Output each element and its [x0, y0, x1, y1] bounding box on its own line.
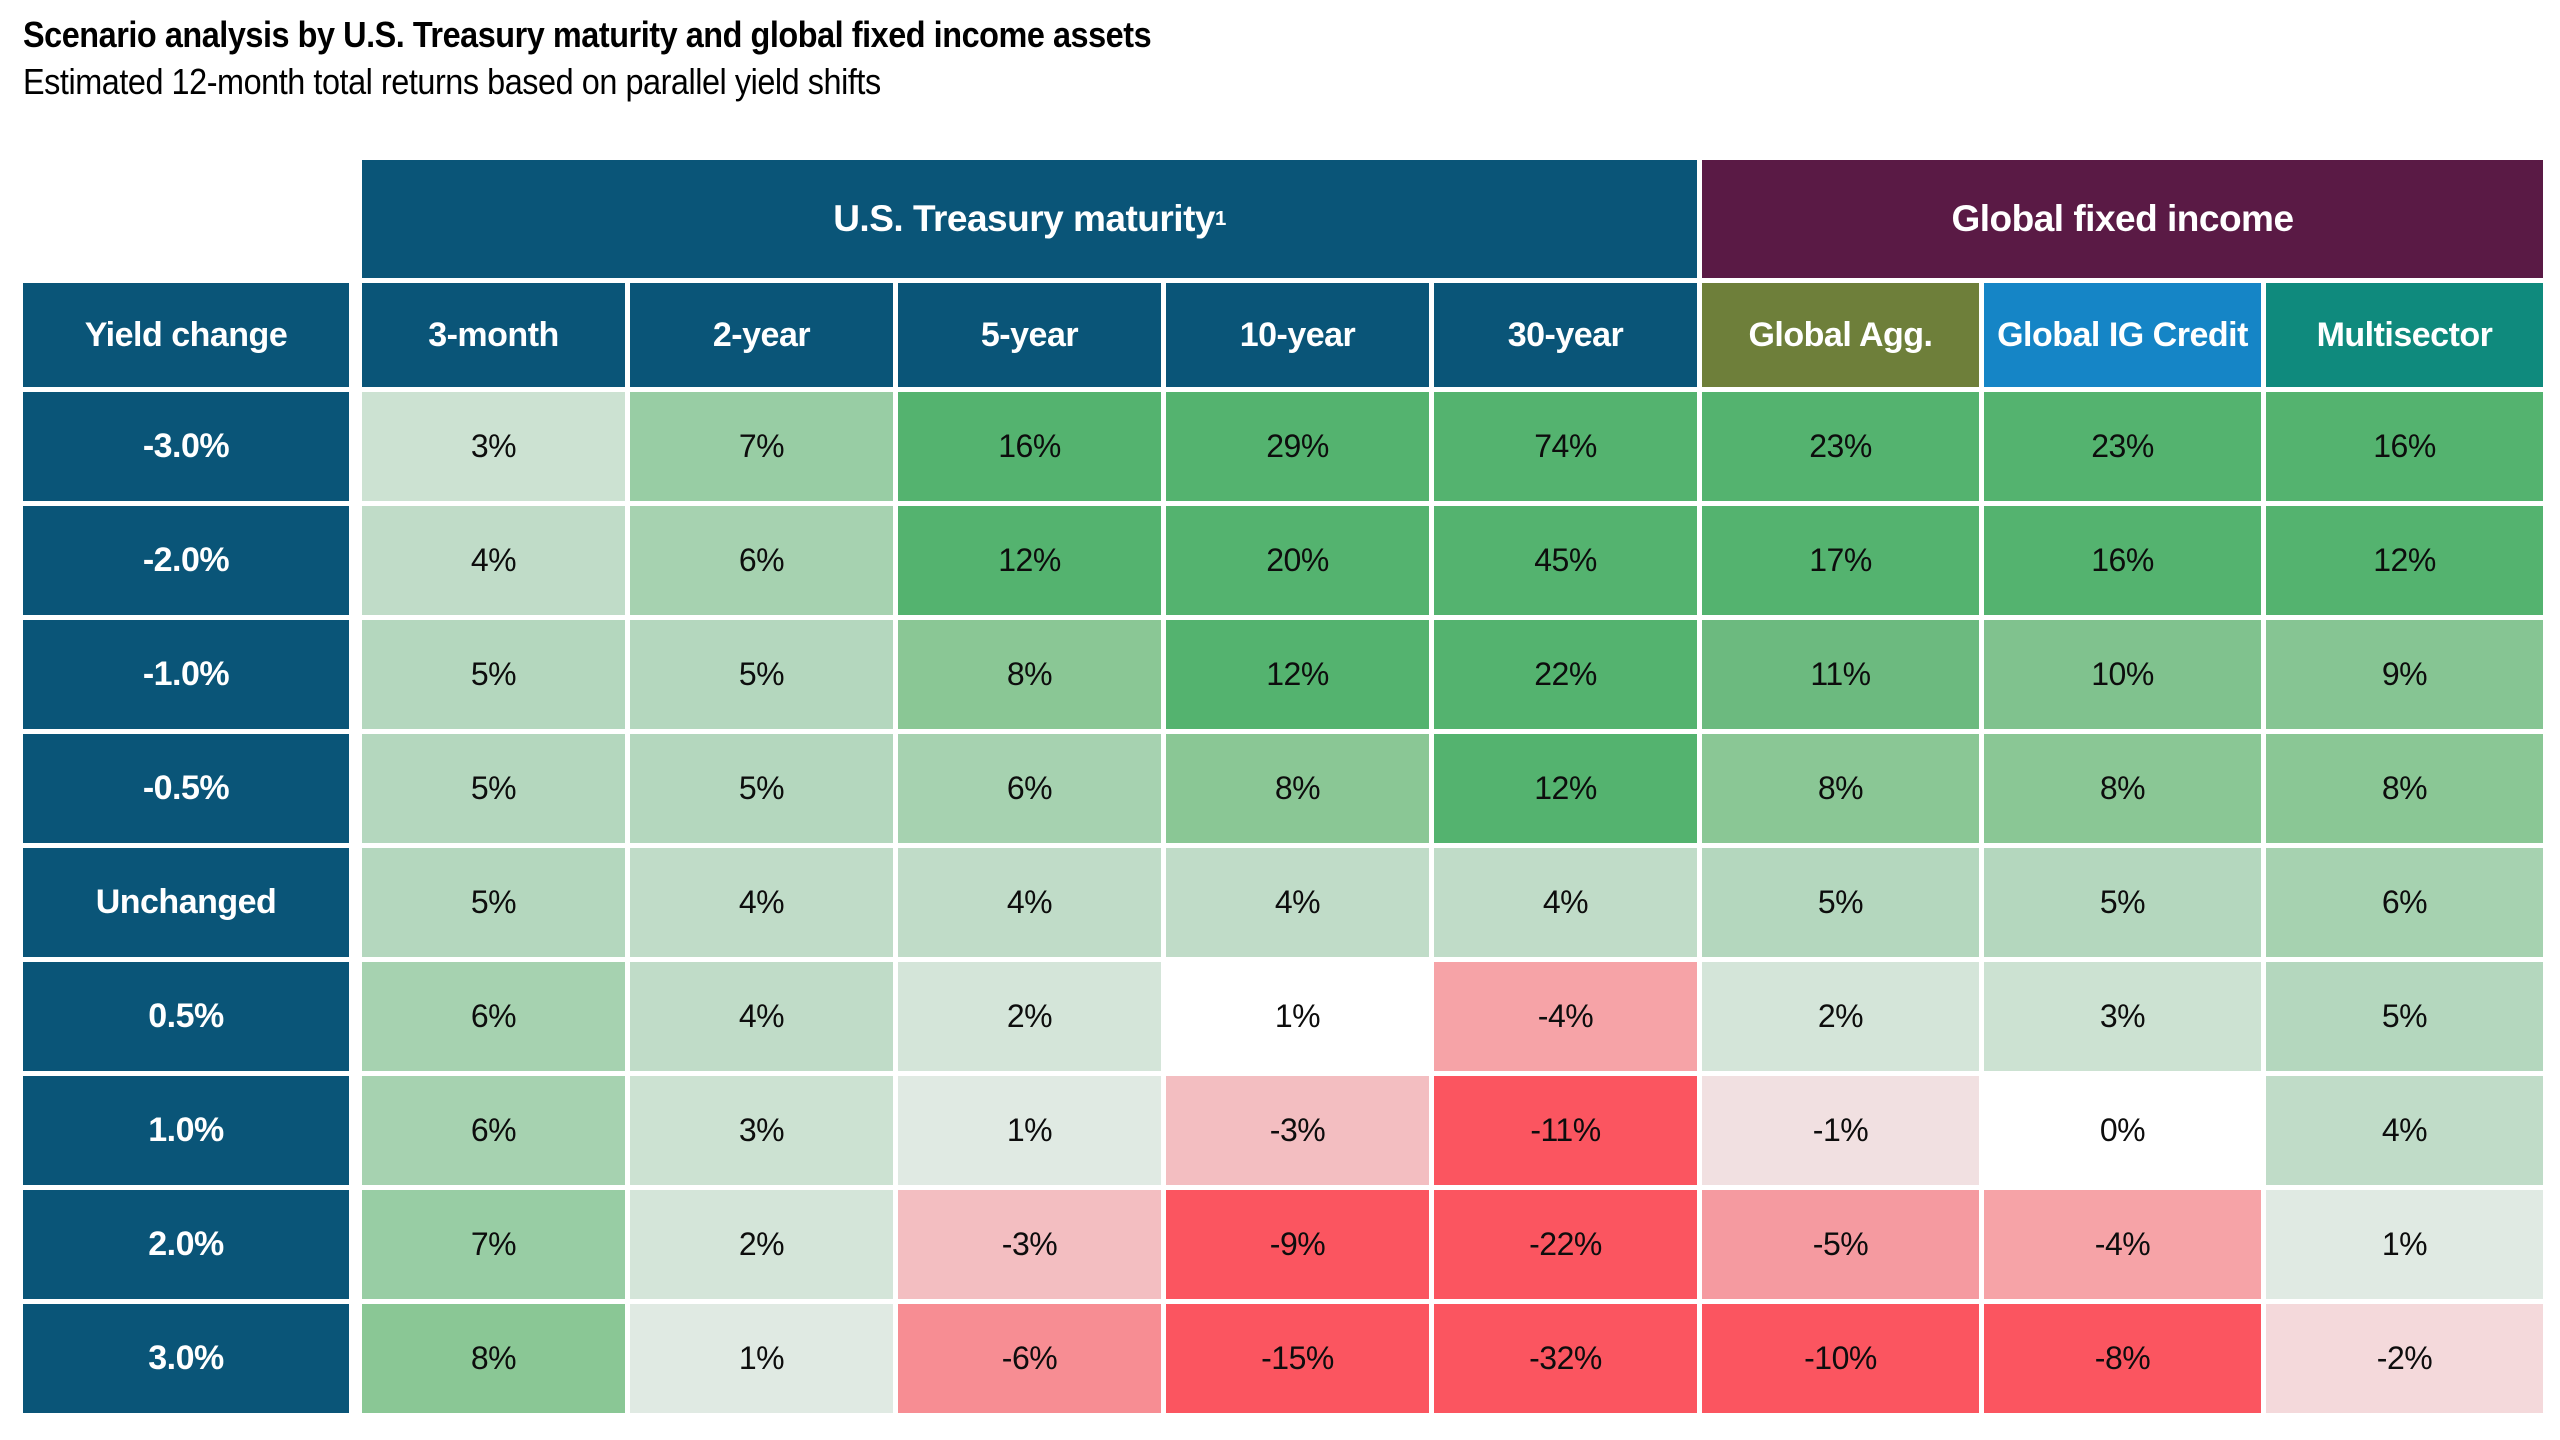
- value-cell-0-5-multisector: 8%: [2266, 734, 2543, 843]
- value-cell-2-0-30-year: 45%: [1434, 506, 1697, 615]
- value-cell-2-0-multisector: 1%: [2266, 1190, 2543, 1299]
- value-cell-unchanged-5-year: 4%: [898, 848, 1161, 957]
- value-cell-3-0-global-agg: -10%: [1702, 1304, 1979, 1413]
- value-cell-unchanged-multisector: 6%: [2266, 848, 2543, 957]
- row-label-2-0: -2.0%: [23, 506, 349, 615]
- column-header-multisector: Multisector: [2266, 283, 2543, 387]
- value-cell-1-0-10-year: 12%: [1166, 620, 1429, 729]
- value-cell-3-0-multisector: 16%: [2266, 392, 2543, 501]
- value-cell-2-0-3-month: 7%: [362, 1190, 625, 1299]
- value-cell-1-0-multisector: 4%: [2266, 1076, 2543, 1185]
- group-header-global-fixed-income: Global fixed income: [1702, 160, 2543, 278]
- row-label-3-0: 3.0%: [23, 1304, 349, 1413]
- value-cell-2-0-2-year: 2%: [630, 1190, 893, 1299]
- value-cell-unchanged-3-month: 5%: [362, 848, 625, 957]
- column-header-10-year: 10-year: [1166, 283, 1429, 387]
- row-label-1-0: -1.0%: [23, 620, 349, 729]
- page-subtitle: Estimated 12-month total returns based o…: [23, 61, 881, 102]
- value-cell-3-0-10-year: 29%: [1166, 392, 1429, 501]
- column-header-3-month: 3-month: [362, 283, 625, 387]
- value-cell-3-0-3-month: 3%: [362, 392, 625, 501]
- value-cell-3-0-2-year: 1%: [630, 1304, 893, 1413]
- value-cell-3-0-global-agg: 23%: [1702, 392, 1979, 501]
- value-cell-0-5-global-ig-credit: 3%: [1984, 962, 2261, 1071]
- value-cell-3-0-10-year: -15%: [1166, 1304, 1429, 1413]
- value-cell-0-5-2-year: 4%: [630, 962, 893, 1071]
- column-header-global-ig-credit: Global IG Credit: [1984, 283, 2261, 387]
- value-cell-0-5-3-month: 5%: [362, 734, 625, 843]
- value-cell-3-0-global-ig-credit: -8%: [1984, 1304, 2261, 1413]
- row-label-0-5: -0.5%: [23, 734, 349, 843]
- value-cell-1-0-2-year: 5%: [630, 620, 893, 729]
- value-cell-1-0-3-month: 6%: [362, 1076, 625, 1185]
- value-cell-0-5-3-month: 6%: [362, 962, 625, 1071]
- value-cell-0-5-10-year: 8%: [1166, 734, 1429, 843]
- scenario-table: U.S. Treasury maturity 1 Global fixed inco…: [23, 160, 2543, 1413]
- row-label-3-0: -3.0%: [23, 392, 349, 501]
- value-cell-3-0-2-year: 7%: [630, 392, 893, 501]
- group-header-u-s-treasury-maturity: U.S. Treasury maturity 1: [362, 160, 1697, 278]
- corner-header-yield-change: Yield change: [23, 283, 349, 387]
- row-label-1-0: 1.0%: [23, 1076, 349, 1185]
- value-cell-2-0-5-year: 12%: [898, 506, 1161, 615]
- row-label-unchanged: Unchanged: [23, 848, 349, 957]
- value-cell-0-5-30-year: -4%: [1434, 962, 1697, 1071]
- value-cell-1-0-2-year: 3%: [630, 1076, 893, 1185]
- value-cell-unchanged-30-year: 4%: [1434, 848, 1697, 957]
- value-cell-0-5-2-year: 5%: [630, 734, 893, 843]
- column-header-30-year: 30-year: [1434, 283, 1697, 387]
- value-cell-0-5-5-year: 2%: [898, 962, 1161, 1071]
- value-cell-unchanged-10-year: 4%: [1166, 848, 1429, 957]
- value-cell-1-0-10-year: -3%: [1166, 1076, 1429, 1185]
- value-cell-2-0-5-year: -3%: [898, 1190, 1161, 1299]
- value-cell-2-0-3-month: 4%: [362, 506, 625, 615]
- value-cell-3-0-30-year: 74%: [1434, 392, 1697, 501]
- value-cell-2-0-global-agg: 17%: [1702, 506, 1979, 615]
- value-cell-2-0-global-ig-credit: -4%: [1984, 1190, 2261, 1299]
- column-header-global-agg: Global Agg.: [1702, 283, 1979, 387]
- value-cell-3-0-global-ig-credit: 23%: [1984, 392, 2261, 501]
- row-label-2-0: 2.0%: [23, 1190, 349, 1299]
- value-cell-0-5-global-agg: 2%: [1702, 962, 1979, 1071]
- value-cell-2-0-30-year: -22%: [1434, 1190, 1697, 1299]
- page-title: Scenario analysis by U.S. Treasury matur…: [23, 14, 1152, 55]
- row-label-0-5: 0.5%: [23, 962, 349, 1071]
- value-cell-3-0-multisector: -2%: [2266, 1304, 2543, 1413]
- value-cell-0-5-30-year: 12%: [1434, 734, 1697, 843]
- value-cell-1-0-5-year: 8%: [898, 620, 1161, 729]
- value-cell-2-0-multisector: 12%: [2266, 506, 2543, 615]
- value-cell-3-0-3-month: 8%: [362, 1304, 625, 1413]
- column-header-2-year: 2-year: [630, 283, 893, 387]
- value-cell-3-0-30-year: -32%: [1434, 1304, 1697, 1413]
- column-header-5-year: 5-year: [898, 283, 1161, 387]
- value-cell-unchanged-global-agg: 5%: [1702, 848, 1979, 957]
- value-cell-1-0-30-year: -11%: [1434, 1076, 1697, 1185]
- value-cell-unchanged-global-ig-credit: 5%: [1984, 848, 2261, 957]
- value-cell-2-0-global-agg: -5%: [1702, 1190, 1979, 1299]
- value-cell-2-0-global-ig-credit: 16%: [1984, 506, 2261, 615]
- value-cell-0-5-multisector: 5%: [2266, 962, 2543, 1071]
- corner-spacer: [23, 160, 357, 278]
- value-cell-1-0-global-ig-credit: 10%: [1984, 620, 2261, 729]
- value-cell-1-0-5-year: 1%: [898, 1076, 1161, 1185]
- value-cell-0-5-10-year: 1%: [1166, 962, 1429, 1071]
- value-cell-3-0-5-year: -6%: [898, 1304, 1161, 1413]
- value-cell-1-0-multisector: 9%: [2266, 620, 2543, 729]
- value-cell-1-0-global-ig-credit: 0%: [1984, 1076, 2261, 1185]
- value-cell-2-0-2-year: 6%: [630, 506, 893, 615]
- value-cell-1-0-3-month: 5%: [362, 620, 625, 729]
- value-cell-0-5-global-ig-credit: 8%: [1984, 734, 2261, 843]
- value-cell-0-5-global-agg: 8%: [1702, 734, 1979, 843]
- value-cell-0-5-5-year: 6%: [898, 734, 1161, 843]
- value-cell-3-0-5-year: 16%: [898, 392, 1161, 501]
- value-cell-unchanged-2-year: 4%: [630, 848, 893, 957]
- value-cell-1-0-global-agg: 11%: [1702, 620, 1979, 729]
- value-cell-2-0-10-year: 20%: [1166, 506, 1429, 615]
- value-cell-2-0-10-year: -9%: [1166, 1190, 1429, 1299]
- value-cell-1-0-global-agg: -1%: [1702, 1076, 1979, 1185]
- value-cell-1-0-30-year: 22%: [1434, 620, 1697, 729]
